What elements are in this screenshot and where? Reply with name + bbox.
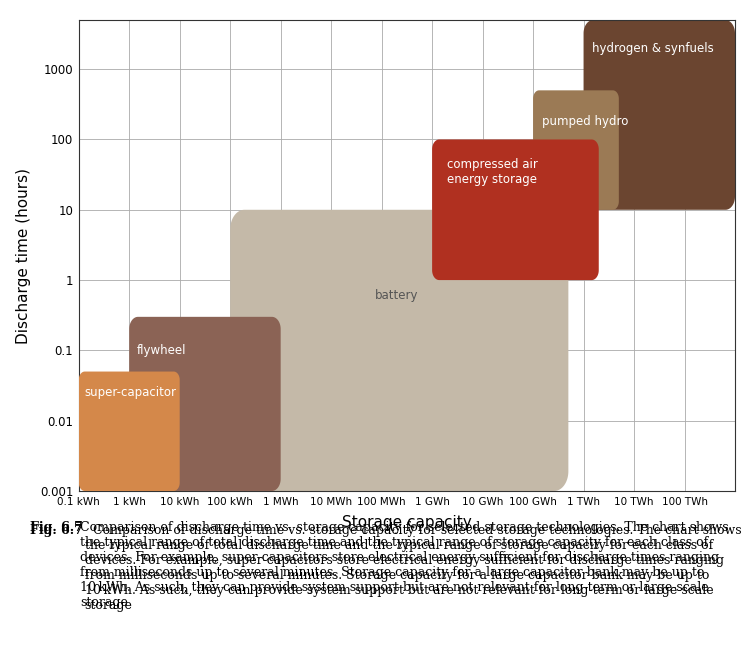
X-axis label: Storage capacity: Storage capacity bbox=[342, 515, 472, 530]
Y-axis label: Discharge time (hours): Discharge time (hours) bbox=[16, 168, 32, 343]
Polygon shape bbox=[432, 140, 598, 280]
Text: super-capacitor: super-capacitor bbox=[85, 386, 176, 399]
Polygon shape bbox=[129, 317, 280, 491]
Polygon shape bbox=[584, 20, 735, 210]
Polygon shape bbox=[230, 210, 568, 491]
Polygon shape bbox=[79, 371, 180, 491]
Text: Fig. 6.7: Fig. 6.7 bbox=[30, 524, 82, 537]
Text: Fig. 6.7: Fig. 6.7 bbox=[30, 521, 82, 534]
Text: battery: battery bbox=[375, 289, 419, 302]
Text: compressed air
energy storage: compressed air energy storage bbox=[447, 158, 538, 186]
Text: Comparison of discharge time vs. storage capacity for selected storage technolog: Comparison of discharge time vs. storage… bbox=[80, 521, 729, 609]
Text: pumped hydro: pumped hydro bbox=[542, 115, 628, 128]
Text: Comparison of discharge time vs. storage capacity for selected storage technolog: Comparison of discharge time vs. storage… bbox=[85, 524, 741, 613]
Polygon shape bbox=[533, 90, 619, 210]
Text: hydrogen & synfuels: hydrogen & synfuels bbox=[592, 41, 714, 55]
Text: flywheel: flywheel bbox=[136, 344, 186, 357]
